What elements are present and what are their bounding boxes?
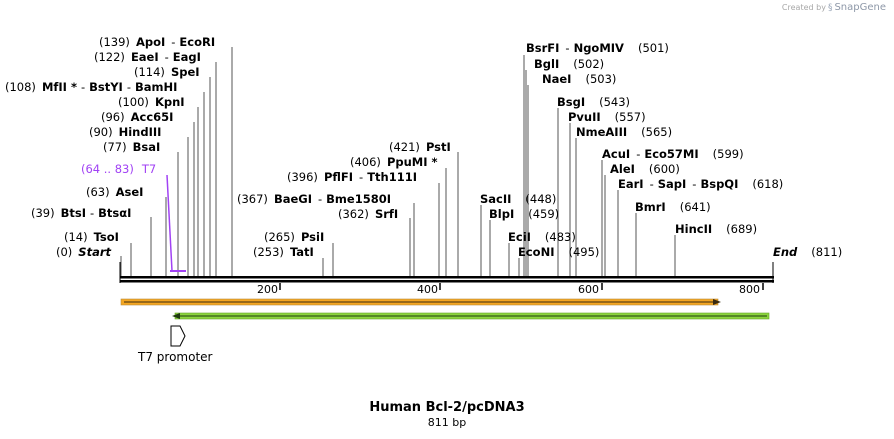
site-tsoi[interactable]: (14) TsoI bbox=[64, 230, 119, 244]
t7-marker-line bbox=[166, 174, 173, 272]
site-blpi[interactable]: BlpI (459) bbox=[489, 207, 559, 221]
tick-marks: 200 400 600 800 bbox=[257, 283, 764, 296]
site-tati[interactable]: (253) TatI bbox=[253, 245, 314, 259]
site-naei[interactable]: NaeI (503) bbox=[542, 72, 616, 86]
site-ppumi[interactable]: (406) PpuMI * bbox=[350, 155, 438, 169]
site-lines bbox=[120, 47, 676, 277]
site-nmeaiii[interactable]: NmeAIII (565) bbox=[576, 125, 672, 139]
map-title: Human Bcl-2/pcDNA3 bbox=[369, 400, 525, 415]
tick-label-200: 200 bbox=[257, 283, 278, 296]
t7-promoter-label: T7 promoter bbox=[138, 350, 213, 364]
site-asei[interactable]: (63) AseI bbox=[86, 185, 143, 199]
snapgene-logo-icon: § bbox=[827, 2, 833, 13]
snapgene-branding: Created by § SnapGene bbox=[782, 2, 886, 13]
end-label: End (811) bbox=[773, 245, 842, 259]
site-econi[interactable]: EcoNI (495) bbox=[518, 245, 599, 259]
site-acui[interactable]: AcuI - Eco57MI (599) bbox=[602, 147, 744, 161]
green-feature-arrow[interactable] bbox=[172, 312, 770, 320]
site-srfi[interactable]: (362) SrfI bbox=[338, 207, 398, 221]
site-pflfi[interactable]: (396) PflFI - Tth111I bbox=[287, 170, 417, 184]
site-baegi[interactable]: (367) BaeGI - Bme1580I bbox=[237, 192, 391, 206]
tick-label-400: 400 bbox=[417, 283, 438, 296]
site-alei[interactable]: AleI (600) bbox=[610, 162, 680, 176]
site-btsi[interactable]: (39) BtsI - BtsαI bbox=[31, 206, 131, 220]
site-acc65i[interactable]: (96) Acc65I bbox=[101, 110, 173, 124]
site-psii[interactable]: (265) PsiI bbox=[264, 230, 324, 244]
site-apoi[interactable]: (139) ApoI - EcoRI bbox=[99, 35, 215, 49]
map-length: 811 bp bbox=[427, 416, 467, 429]
site-eaei[interactable]: (122) EaeI - EagI bbox=[94, 50, 201, 64]
site-sacii[interactable]: SacII (448) bbox=[480, 192, 556, 206]
site-bsrfi[interactable]: BsrFI - NgoMIV (501) bbox=[526, 41, 669, 55]
site-hindiii[interactable]: (90) HindIII bbox=[89, 125, 161, 139]
site-eari[interactable]: EarI - SapI - BspQI (618) bbox=[618, 177, 783, 191]
site-kpni[interactable]: (100) KpnI bbox=[118, 95, 185, 109]
site-pvuii[interactable]: PvuII (557) bbox=[568, 110, 646, 124]
site-bgli[interactable]: BglI (502) bbox=[534, 57, 604, 71]
site-bsai[interactable]: (77) BsaI bbox=[103, 140, 160, 154]
sequence-backbone-bottom bbox=[120, 280, 774, 283]
site-spei[interactable]: (114) SpeI bbox=[134, 65, 200, 79]
site-bmri[interactable]: BmrI (641) bbox=[635, 200, 711, 214]
snapgene-name: SnapGene bbox=[834, 2, 886, 13]
tick-label-600: 600 bbox=[578, 283, 599, 296]
created-by-text: Created by bbox=[781, 3, 826, 12]
site-psti[interactable]: (421) PstI bbox=[389, 140, 451, 154]
site-hincii[interactable]: HincII (689) bbox=[675, 222, 757, 236]
site-bsgi[interactable]: BsgI (543) bbox=[557, 95, 630, 109]
start-label: (0) Start bbox=[56, 245, 112, 259]
sequence-backbone-top bbox=[120, 276, 774, 279]
tick-label-800: 800 bbox=[739, 283, 760, 296]
t7-promoter-arrow[interactable] bbox=[170, 325, 186, 347]
site-t7[interactable]: (64 .. 83) T7 bbox=[81, 162, 156, 176]
orange-feature-arrow[interactable] bbox=[120, 298, 721, 306]
site-mfli[interactable]: (108) MfII * - BstYI - BamHI bbox=[5, 80, 177, 94]
site-ecii[interactable]: EciI (483) bbox=[508, 230, 576, 244]
